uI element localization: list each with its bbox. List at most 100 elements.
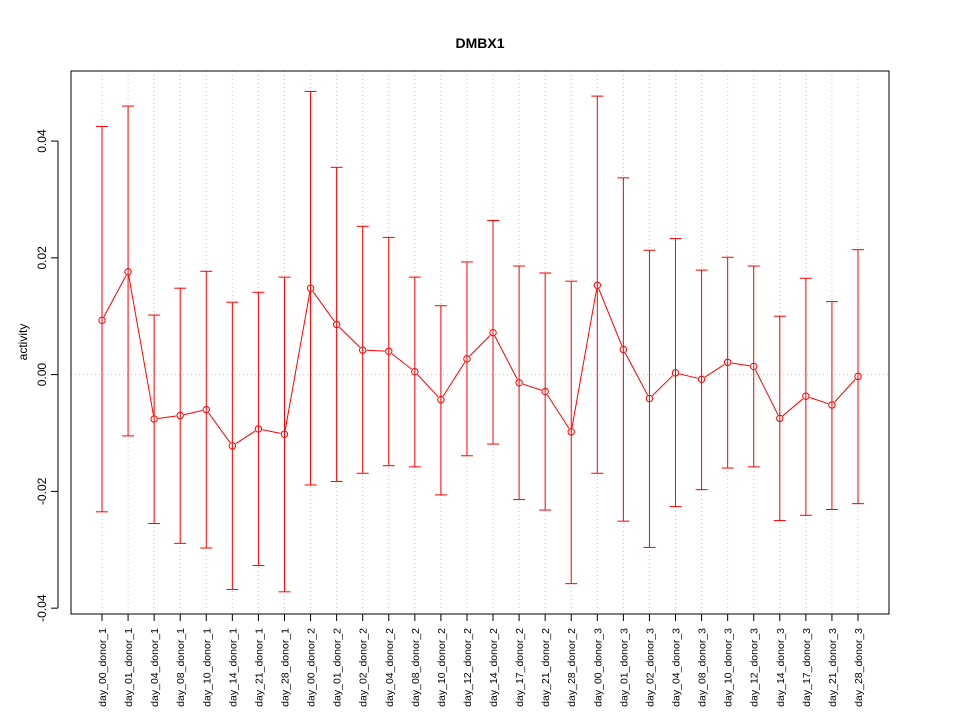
series-line-segment bbox=[158, 415, 177, 419]
x-tick-label: day_10_donor_3 bbox=[723, 628, 735, 707]
series-line-segment bbox=[731, 362, 750, 367]
data-point bbox=[697, 375, 706, 383]
x-tick-label: day_14_donor_1 bbox=[227, 628, 239, 707]
series-line-segment bbox=[809, 397, 829, 405]
data-point bbox=[411, 367, 419, 376]
data-point bbox=[828, 401, 836, 409]
data-point bbox=[150, 415, 158, 423]
series-line-segment bbox=[391, 353, 412, 370]
series-line-segment bbox=[128, 275, 154, 416]
y-axis-label: activity bbox=[16, 324, 30, 361]
data-point bbox=[723, 358, 732, 367]
data-point bbox=[385, 347, 393, 355]
data-point bbox=[750, 362, 758, 371]
x-tick-label: day_14_donor_2 bbox=[488, 628, 500, 707]
data-point bbox=[567, 428, 575, 436]
x-tick-label: day_00_donor_1 bbox=[97, 628, 109, 707]
x-tick-label: day_00_donor_2 bbox=[306, 628, 318, 707]
data-point bbox=[802, 392, 810, 400]
x-tick-label: day_14_donor_3 bbox=[775, 628, 787, 707]
x-tick-label: day_28_donor_2 bbox=[566, 628, 578, 707]
x-tick-label: day_10_donor_2 bbox=[436, 628, 448, 707]
data-point bbox=[463, 355, 471, 363]
y-tick-label: -0.02 bbox=[35, 477, 49, 505]
series-line-segment bbox=[262, 429, 281, 434]
data-point bbox=[332, 320, 341, 329]
series-line-segment bbox=[312, 291, 335, 322]
series-line-segment bbox=[522, 383, 542, 391]
data-point bbox=[489, 328, 497, 337]
x-tick-label: day_02_donor_2 bbox=[358, 628, 370, 707]
axis-layer: -0.04 -0.02 0.00 0.02 0.04 day_00_donor_1 day_… bbox=[35, 129, 865, 707]
x-tick-label: day_08_donor_2 bbox=[410, 628, 422, 707]
data-point bbox=[280, 430, 289, 438]
x-tick-label: day_04_donor_1 bbox=[149, 628, 161, 707]
data-point bbox=[619, 345, 628, 354]
x-tick-label: day_21_donor_2 bbox=[540, 628, 552, 707]
x-tick-label: day_12_donor_2 bbox=[462, 628, 474, 707]
x-tick-label: day_28_donor_3 bbox=[853, 628, 865, 707]
data-point bbox=[306, 284, 315, 292]
x-tick-label: day_12_donor_3 bbox=[749, 628, 761, 707]
series-line-segment bbox=[469, 335, 491, 357]
series-line-segment bbox=[834, 378, 856, 403]
series-line-segment bbox=[442, 361, 466, 397]
y-tick-label: 0.00 bbox=[35, 363, 49, 387]
y-tick-label: 0.02 bbox=[35, 246, 49, 270]
data-point bbox=[515, 379, 523, 387]
series-line-segment bbox=[782, 398, 804, 417]
x-tick-label: day_00_donor_3 bbox=[592, 628, 604, 707]
x-tick-label: day_01_donor_2 bbox=[332, 628, 344, 707]
series-layer bbox=[96, 90, 864, 593]
series-line-segment bbox=[598, 288, 623, 346]
x-tick-label: day_17_donor_3 bbox=[801, 628, 813, 707]
series-line-segment bbox=[624, 352, 649, 396]
data-point bbox=[541, 387, 549, 396]
series-line-segment bbox=[208, 412, 231, 443]
data-point bbox=[854, 372, 862, 381]
series-line-segment bbox=[103, 275, 127, 318]
x-tick-label: day_08_donor_1 bbox=[175, 628, 187, 707]
x-tick-label: day_21_donor_1 bbox=[253, 628, 265, 707]
y-tick-label: -0.04 bbox=[35, 594, 49, 622]
data-point bbox=[124, 268, 132, 276]
data-point bbox=[254, 425, 263, 433]
chart-title: DMBX1 bbox=[455, 35, 504, 51]
series-line-segment bbox=[417, 374, 439, 398]
series-line-segment bbox=[366, 349, 385, 352]
data-point bbox=[228, 442, 237, 450]
x-tick-label: day_21_donor_3 bbox=[827, 628, 839, 707]
series-line-segment bbox=[679, 373, 698, 379]
series-line-segment bbox=[755, 369, 779, 416]
series-line-segment bbox=[571, 289, 598, 428]
x-tick-label: day_17_donor_2 bbox=[514, 628, 526, 707]
series-line-segment bbox=[184, 410, 203, 416]
series-line-segment bbox=[651, 375, 674, 397]
series-line-segment bbox=[704, 364, 725, 378]
data-point bbox=[358, 346, 367, 354]
data-point bbox=[98, 316, 106, 325]
x-tick-label: day_01_donor_3 bbox=[618, 628, 630, 707]
series-line-segment bbox=[284, 292, 311, 431]
data-point bbox=[671, 369, 680, 377]
x-tick-label: day_01_donor_1 bbox=[123, 628, 135, 707]
series-line-segment bbox=[235, 430, 256, 445]
x-tick-label: day_10_donor_1 bbox=[201, 628, 213, 707]
data-point bbox=[202, 405, 210, 414]
x-tick-label: day_02_donor_3 bbox=[644, 628, 656, 707]
series-line-segment bbox=[494, 335, 518, 380]
y-tick-label: 0.04 bbox=[35, 129, 49, 153]
data-point bbox=[645, 394, 654, 403]
data-point bbox=[776, 414, 784, 423]
series-line-segment bbox=[546, 394, 570, 429]
series-line-segment bbox=[339, 326, 361, 348]
x-tick-label: day_04_donor_2 bbox=[384, 628, 396, 707]
data-point bbox=[176, 411, 184, 420]
data-point bbox=[437, 396, 445, 404]
x-tick-label: day_04_donor_3 bbox=[671, 628, 683, 707]
x-tick-label: day_28_donor_1 bbox=[279, 628, 291, 707]
data-point bbox=[593, 281, 602, 289]
x-tick-label: day_08_donor_3 bbox=[697, 628, 709, 707]
